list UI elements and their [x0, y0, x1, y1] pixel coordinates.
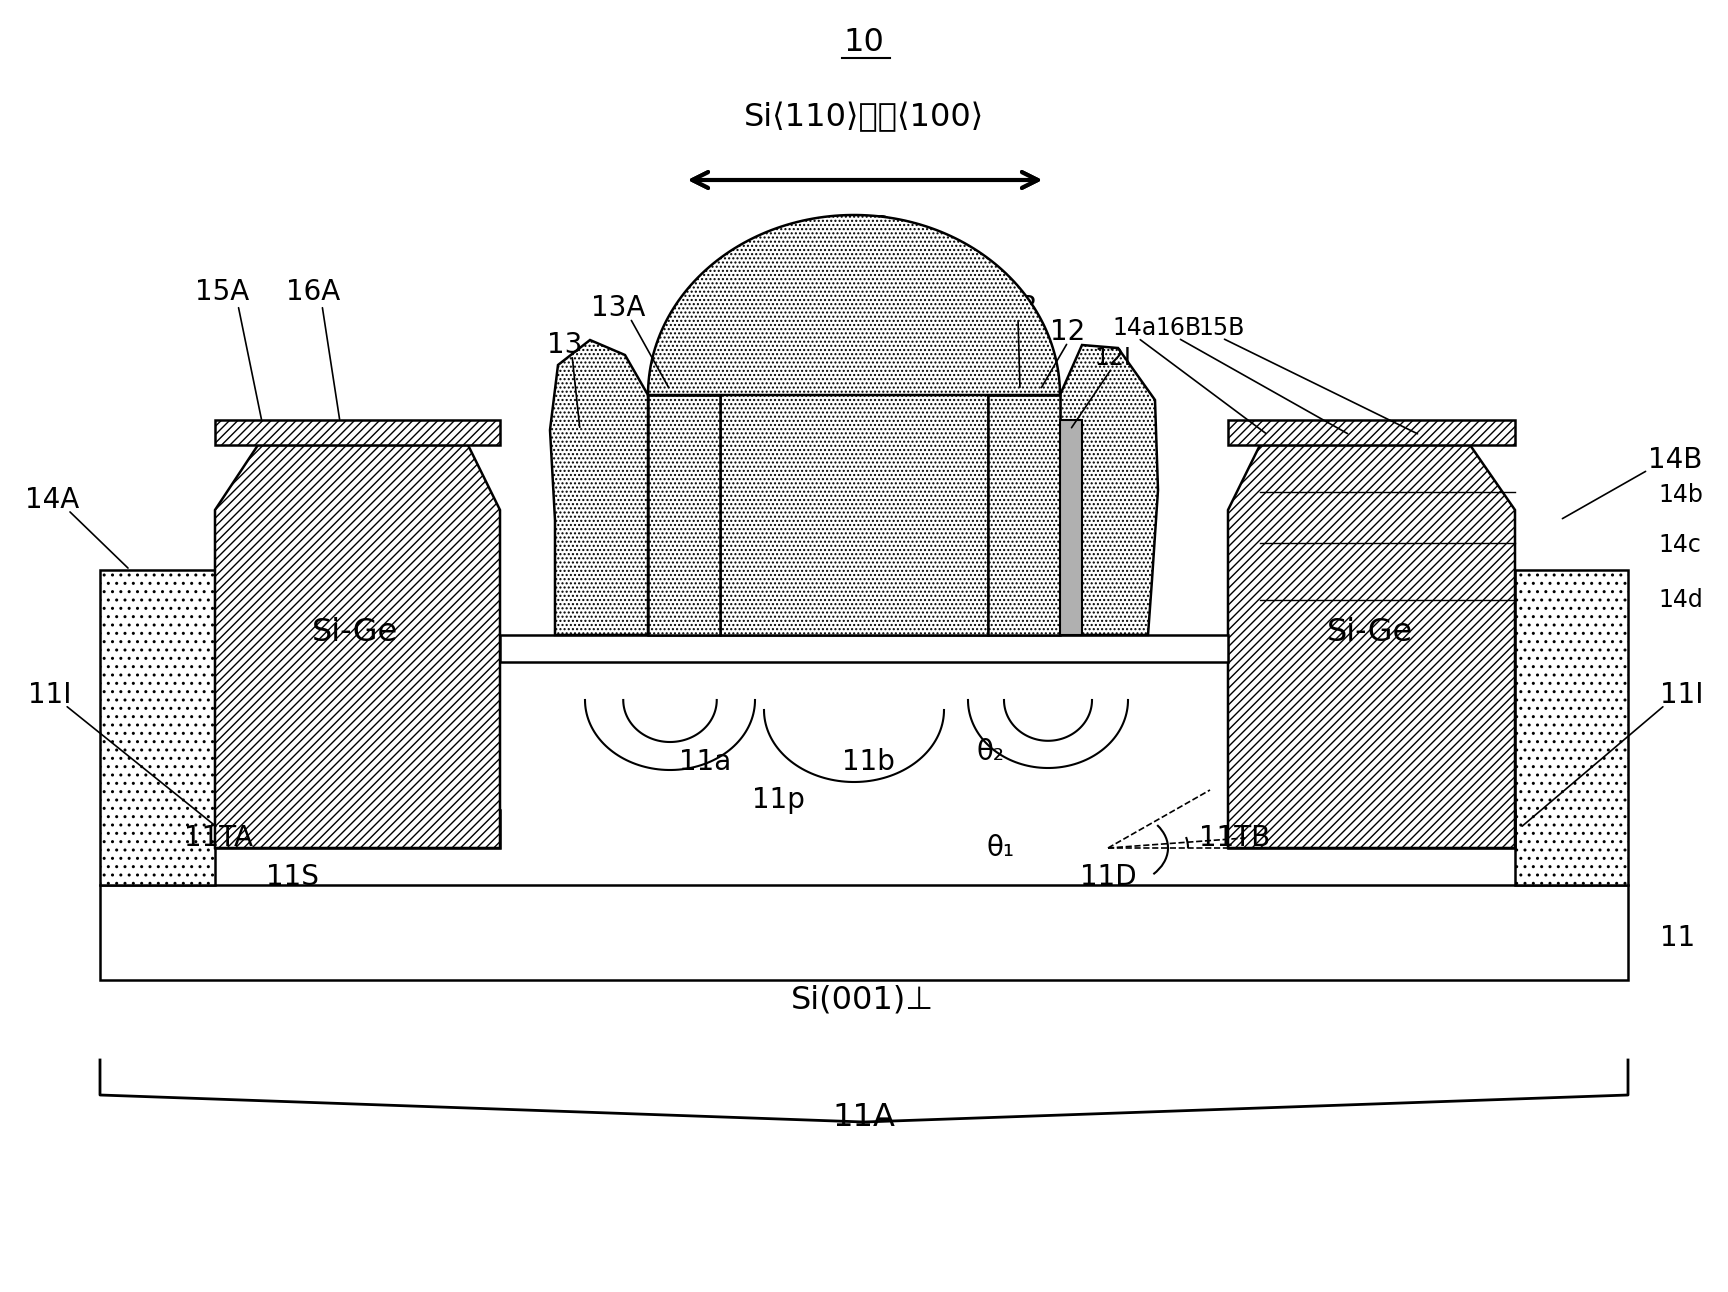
Polygon shape	[1059, 420, 1082, 634]
Text: 11p: 11p	[752, 786, 805, 814]
Text: 11TA: 11TA	[183, 824, 252, 851]
Text: 10: 10	[843, 27, 885, 58]
Text: 15A: 15A	[195, 278, 249, 306]
Text: θ₂: θ₂	[976, 738, 1004, 766]
Text: 14c: 14c	[1657, 534, 1700, 557]
Text: 14d: 14d	[1657, 588, 1702, 612]
Polygon shape	[214, 420, 499, 444]
Text: Si-Ge: Si-Ge	[1327, 616, 1414, 647]
Polygon shape	[721, 329, 988, 634]
Text: 15B: 15B	[1199, 317, 1246, 340]
Text: 13: 13	[548, 331, 582, 359]
Text: 12I: 12I	[1094, 346, 1132, 370]
Polygon shape	[1229, 420, 1515, 444]
Text: Si-Ge: Si-Ge	[311, 616, 397, 647]
Text: θ₁: θ₁	[987, 835, 1014, 862]
Text: 11: 11	[1661, 924, 1695, 952]
Polygon shape	[648, 214, 1059, 395]
Text: Si(001)⊥: Si(001)⊥	[790, 985, 933, 1016]
Polygon shape	[1229, 444, 1515, 848]
Text: 11TB: 11TB	[1199, 824, 1270, 851]
Text: 13B: 13B	[983, 295, 1037, 322]
Bar	[499, 634, 1229, 662]
Text: 11S: 11S	[266, 863, 318, 891]
Text: 11I: 11I	[28, 681, 73, 709]
Polygon shape	[214, 810, 499, 848]
Text: 13A: 13A	[591, 295, 645, 322]
Text: 16A: 16A	[285, 278, 340, 306]
Text: 11D: 11D	[1080, 863, 1137, 891]
Text: 14A: 14A	[24, 486, 79, 514]
Text: 11b: 11b	[842, 748, 895, 776]
Polygon shape	[1059, 345, 1158, 634]
Text: 12: 12	[1051, 318, 1085, 346]
Text: Si⟨110⟩或者⟨100⟩: Si⟨110⟩或者⟨100⟩	[743, 102, 985, 133]
Text: 14a: 14a	[1113, 317, 1158, 340]
Text: 14B: 14B	[1649, 446, 1702, 474]
Polygon shape	[648, 395, 721, 634]
Text: 11A: 11A	[833, 1102, 895, 1133]
Polygon shape	[1515, 570, 1628, 885]
Text: 11a: 11a	[679, 748, 731, 776]
Polygon shape	[550, 340, 648, 634]
Text: 16C: 16C	[835, 214, 890, 242]
Polygon shape	[214, 444, 499, 848]
Text: 16B: 16B	[1154, 317, 1201, 340]
Text: 11I: 11I	[1661, 681, 1704, 709]
Bar	[100, 885, 1628, 981]
Polygon shape	[100, 570, 214, 885]
Polygon shape	[1229, 810, 1515, 848]
Text: 14b: 14b	[1657, 483, 1702, 506]
Polygon shape	[988, 395, 1059, 634]
